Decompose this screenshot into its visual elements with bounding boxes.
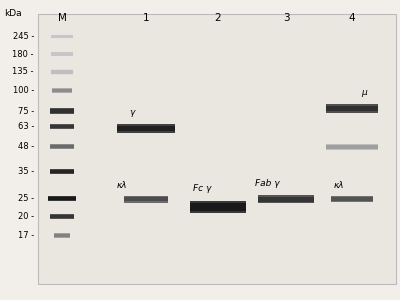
Text: 25 -: 25 - — [18, 194, 34, 203]
Text: 35 -: 35 - — [18, 167, 34, 176]
Bar — [117, 124, 175, 125]
Bar — [50, 144, 74, 145]
Text: γ: γ — [129, 108, 135, 117]
Bar — [326, 111, 378, 113]
Bar — [52, 92, 72, 93]
Bar — [51, 34, 73, 39]
Bar — [50, 108, 74, 109]
Bar — [124, 196, 168, 202]
Bar — [51, 69, 73, 75]
Bar — [50, 144, 74, 149]
Text: kDa: kDa — [4, 9, 22, 18]
Bar — [190, 211, 246, 213]
Text: 63 -: 63 - — [18, 122, 34, 131]
Text: κλ: κλ — [117, 181, 127, 190]
Bar — [258, 202, 314, 203]
Bar — [50, 124, 74, 129]
Bar — [326, 104, 378, 113]
Text: 1: 1 — [143, 13, 149, 22]
Bar — [51, 56, 73, 57]
Text: 48 -: 48 - — [18, 142, 34, 151]
Bar — [50, 124, 74, 125]
Bar — [117, 124, 175, 133]
Bar — [326, 149, 378, 150]
Bar — [50, 214, 74, 215]
Text: 180 -: 180 - — [12, 50, 34, 58]
Bar — [51, 34, 73, 35]
Bar — [331, 196, 373, 202]
Bar — [50, 214, 74, 219]
Text: 20 -: 20 - — [18, 212, 34, 221]
Text: 17 -: 17 - — [18, 231, 34, 240]
Bar — [50, 128, 74, 129]
Bar — [51, 51, 73, 52]
Text: 245 -: 245 - — [13, 32, 34, 41]
Bar — [50, 148, 74, 149]
Bar — [51, 74, 73, 75]
Text: 3: 3 — [283, 13, 289, 22]
Bar — [258, 195, 314, 203]
Bar — [51, 69, 73, 70]
Bar — [50, 113, 74, 114]
Text: 2: 2 — [215, 13, 221, 22]
Bar — [326, 144, 378, 150]
Bar — [51, 38, 73, 39]
Bar — [52, 88, 72, 93]
Bar — [50, 169, 74, 174]
Bar — [50, 169, 74, 170]
Bar — [190, 201, 246, 203]
Bar — [48, 200, 76, 201]
Bar — [326, 144, 378, 145]
Bar — [54, 233, 70, 234]
Bar — [124, 201, 168, 202]
Bar — [326, 104, 378, 106]
Text: 75 -: 75 - — [18, 106, 34, 116]
Text: μ: μ — [361, 88, 367, 97]
Text: 100 -: 100 - — [13, 86, 34, 95]
Bar — [50, 173, 74, 174]
Text: Fab γ: Fab γ — [255, 179, 280, 188]
Bar — [50, 108, 74, 114]
Text: κλ: κλ — [334, 181, 344, 190]
Bar — [50, 218, 74, 219]
Bar — [117, 131, 175, 133]
Text: 135 -: 135 - — [12, 68, 34, 76]
Bar — [48, 196, 76, 201]
Bar — [331, 196, 373, 197]
Bar — [54, 237, 70, 238]
Bar — [258, 195, 314, 197]
Bar — [190, 201, 246, 213]
Text: M: M — [58, 13, 66, 22]
Bar — [54, 233, 70, 238]
Bar — [51, 51, 73, 57]
Bar — [48, 196, 76, 197]
Text: Fc γ: Fc γ — [193, 184, 211, 193]
Bar — [331, 201, 373, 202]
Bar — [38, 14, 396, 284]
Text: 4: 4 — [349, 13, 355, 22]
Bar — [52, 88, 72, 89]
Bar — [124, 196, 168, 197]
